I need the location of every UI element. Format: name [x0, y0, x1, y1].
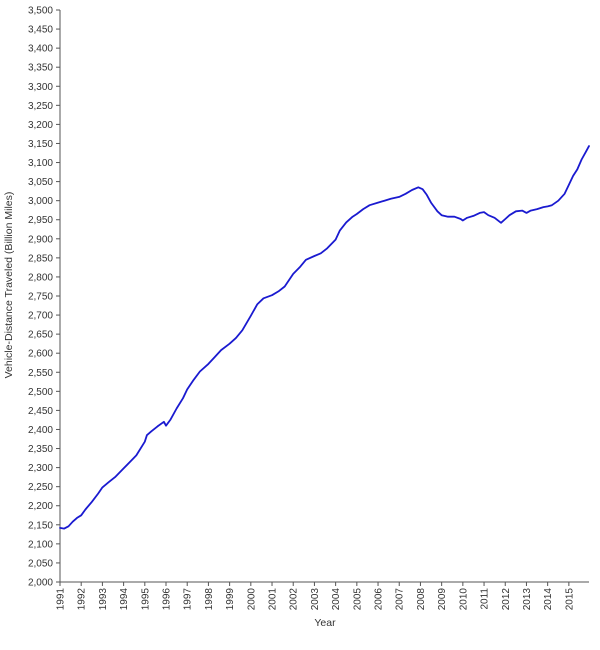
y-tick-label: 3,150 — [28, 139, 53, 150]
y-tick-label: 3,000 — [28, 196, 53, 207]
series-line-1 — [59, 145, 590, 530]
x-tick-label: 1993 — [98, 588, 109, 611]
x-tick-label: 2015 — [564, 588, 575, 611]
x-tick-label: 1997 — [183, 588, 194, 611]
y-tick-label: 3,400 — [28, 44, 53, 55]
y-tick-label: 2,300 — [28, 463, 53, 474]
x-tick-label: 1995 — [140, 588, 151, 611]
x-tick-label: 2008 — [416, 588, 427, 611]
x-tick-label: 2005 — [352, 588, 363, 611]
y-tick-label: 2,000 — [28, 578, 53, 589]
y-tick-label: 2,550 — [28, 368, 53, 379]
x-tick-label: 1998 — [204, 588, 215, 611]
x-tick-label: 2001 — [268, 588, 279, 611]
y-tick-label: 3,250 — [28, 101, 53, 112]
y-axis-title: Vehicle-Distance Traveled (Billion Miles… — [3, 192, 15, 379]
y-tick-label: 2,650 — [28, 330, 53, 341]
y-tick-label: 3,200 — [28, 120, 53, 131]
y-tick-label: 3,300 — [28, 82, 53, 93]
x-axis-title: Year — [314, 617, 336, 629]
x-tick-label: 1999 — [225, 588, 236, 611]
y-axis: 2,000 2,050 2,100 2,150 2,200 2,250 2,300 2,350… — [28, 6, 61, 589]
plot-series — [59, 145, 590, 530]
y-tick-label: 2,700 — [28, 311, 53, 322]
x-tick-label: 2010 — [458, 588, 469, 611]
y-tick-label: 2,850 — [28, 253, 53, 264]
y-tick-label: 2,100 — [28, 539, 53, 550]
x-axis: 1991 1992 1993 1994 1995 1996 1997 1998 1999 2000… — [56, 581, 589, 611]
y-tick-label: 3,500 — [28, 6, 53, 17]
x-tick-label: 1994 — [119, 588, 130, 611]
y-tick-label: 2,750 — [28, 292, 53, 303]
y-tick-label: 2,050 — [28, 558, 53, 569]
y-tick-label: 2,950 — [28, 215, 53, 226]
y-tick-label: 3,350 — [28, 63, 53, 74]
x-tick-label: 2003 — [310, 588, 321, 611]
x-tick-label: 2014 — [543, 588, 554, 611]
x-tick-label: 2013 — [522, 588, 533, 611]
y-tick-label: 2,800 — [28, 272, 53, 283]
x-tick-label: 2000 — [246, 588, 257, 611]
x-tick-label: 2012 — [501, 588, 512, 611]
y-tick-label: 2,400 — [28, 425, 53, 436]
x-tick-label: 1991 — [56, 588, 67, 611]
x-tick-label: 2007 — [395, 588, 406, 611]
y-tick-label: 2,350 — [28, 444, 53, 455]
x-tick-label: 2009 — [437, 588, 448, 611]
y-tick-label: 3,050 — [28, 177, 53, 188]
x-tick-label: 2004 — [331, 588, 342, 611]
y-tick-label: 2,150 — [28, 520, 53, 531]
y-tick-label: 2,900 — [28, 234, 53, 245]
x-tick-label: 2002 — [289, 588, 300, 611]
x-tick-label: 1992 — [77, 588, 88, 611]
y-tick-label: 2,500 — [28, 387, 53, 398]
y-tick-label: 2,250 — [28, 482, 53, 493]
y-tick-label: 2,200 — [28, 501, 53, 512]
y-tick-label: 3,100 — [28, 158, 53, 169]
x-tick-label: 1996 — [162, 588, 173, 611]
y-tick-label: 2,600 — [28, 349, 53, 360]
x-tick-label: 2011 — [480, 588, 491, 610]
x-tick-label: 2006 — [374, 588, 385, 611]
y-tick-label: 2,450 — [28, 406, 53, 417]
y-tick-label: 3,450 — [28, 25, 53, 36]
